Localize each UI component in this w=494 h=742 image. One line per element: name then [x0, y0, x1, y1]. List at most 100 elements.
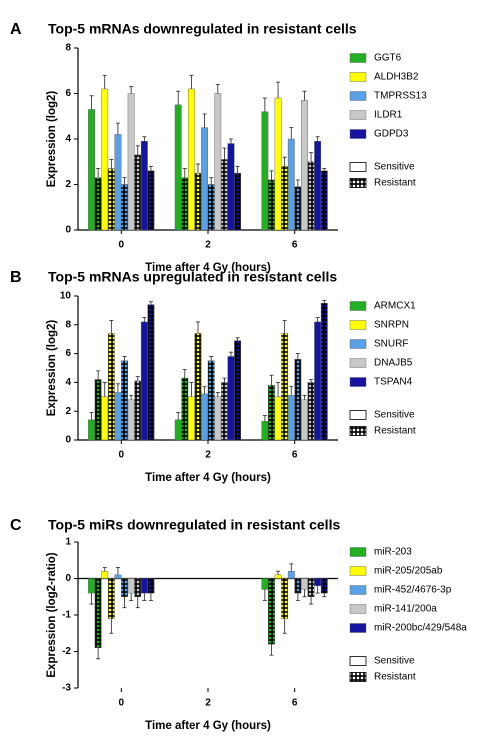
bar [101, 88, 109, 231]
bar [307, 382, 315, 441]
bar [214, 93, 222, 231]
bar [320, 303, 328, 441]
y-axis-label: Expression (log2) [46, 91, 58, 188]
error-bar [102, 74, 107, 89]
bar [121, 360, 128, 441]
error-bar [229, 138, 233, 144]
bar [274, 97, 282, 231]
error-bar [309, 379, 314, 383]
bar [194, 172, 202, 231]
bar [301, 100, 308, 231]
y-axis-label: Expression (log2) [46, 320, 58, 417]
legend-label: DNAJB5 [374, 358, 413, 369]
error-bar [142, 317, 147, 322]
y-tick-label: 0 [65, 573, 71, 584]
error-bar [96, 370, 101, 380]
bar [307, 161, 315, 231]
error-bar [122, 177, 127, 185]
legend-label: TMPRSS13 [374, 91, 427, 102]
legend-swatch [349, 301, 367, 311]
legend-label: miR-452/4676-3p [374, 585, 452, 596]
legend-swatch [349, 339, 367, 349]
bar [207, 184, 215, 231]
panel-label: B [10, 269, 22, 286]
error-bar [222, 377, 227, 383]
y-tick-label: -1 [62, 610, 71, 621]
bar [140, 578, 148, 594]
error-bar [176, 412, 181, 420]
bar [101, 396, 109, 441]
legend-swatch [349, 358, 367, 368]
x-tick-label: 2 [205, 698, 211, 709]
error-bar [322, 168, 327, 171]
error-bar [276, 81, 281, 99]
error-bar [282, 618, 287, 634]
error-bar [115, 567, 120, 575]
x-axis-label: Time after 4 Gy (hours) [145, 472, 271, 484]
error-bar [182, 369, 187, 379]
bar [301, 578, 308, 590]
error-bar [322, 593, 327, 598]
bar [268, 179, 275, 231]
bar [287, 395, 295, 441]
bar [294, 359, 302, 441]
legend-label: Resistant [374, 178, 416, 189]
bar [214, 396, 222, 441]
y-axis-label: Expression (log2-ratio) [46, 552, 58, 677]
bar [281, 166, 289, 231]
error-bar [202, 386, 207, 394]
error-bar [148, 593, 153, 601]
error-bar [315, 585, 320, 594]
bar [127, 93, 135, 231]
error-bar [222, 147, 227, 160]
error-bar [109, 618, 114, 634]
error-bar [276, 570, 281, 575]
bar [314, 141, 322, 231]
error-bar [269, 644, 274, 656]
bar [140, 141, 148, 231]
error-bar [235, 337, 240, 341]
bar [181, 377, 189, 441]
legend-swatch [349, 623, 367, 633]
error-bar [202, 113, 207, 128]
error-bar [102, 381, 107, 397]
legend-label: ALDH3B2 [374, 72, 419, 83]
error-bar [109, 159, 114, 169]
legend-label: miR-205/205ab [374, 566, 443, 577]
bar [301, 399, 308, 441]
legend-swatch [349, 91, 367, 101]
bar [88, 578, 95, 594]
error-bar [269, 170, 274, 180]
y-tick-label: 10 [60, 291, 72, 302]
legend-swatch [349, 320, 367, 330]
y-tick-label: 1 [65, 537, 71, 548]
legend-label: miR-200bc/429/548a [374, 623, 467, 634]
error-bar [295, 179, 300, 187]
bar [201, 127, 208, 231]
bar [174, 104, 182, 231]
bar [140, 321, 148, 441]
error-bar [302, 589, 307, 598]
bar [320, 578, 328, 594]
y-tick-label: 4 [65, 134, 71, 145]
bar [101, 571, 109, 579]
chart-title: Top-5 mRNAs upregulated in resistant cel… [48, 269, 337, 285]
bar [174, 419, 182, 441]
error-bar [315, 317, 320, 322]
error-bar [135, 376, 140, 381]
error-bar [142, 593, 147, 601]
error-bar [196, 163, 200, 174]
chart-title: Top-5 mRNAs downregulated in resistant c… [48, 21, 357, 37]
legend-label: ILDR1 [374, 110, 403, 121]
bar [94, 578, 102, 649]
bar [261, 578, 269, 590]
legend-swatch [349, 110, 367, 120]
error-bar [96, 647, 101, 660]
legend-swatch [349, 547, 367, 557]
bar [320, 170, 328, 231]
error-bar [89, 593, 94, 605]
bar [201, 393, 208, 441]
x-tick-label: 6 [292, 698, 298, 709]
bar [268, 385, 275, 441]
